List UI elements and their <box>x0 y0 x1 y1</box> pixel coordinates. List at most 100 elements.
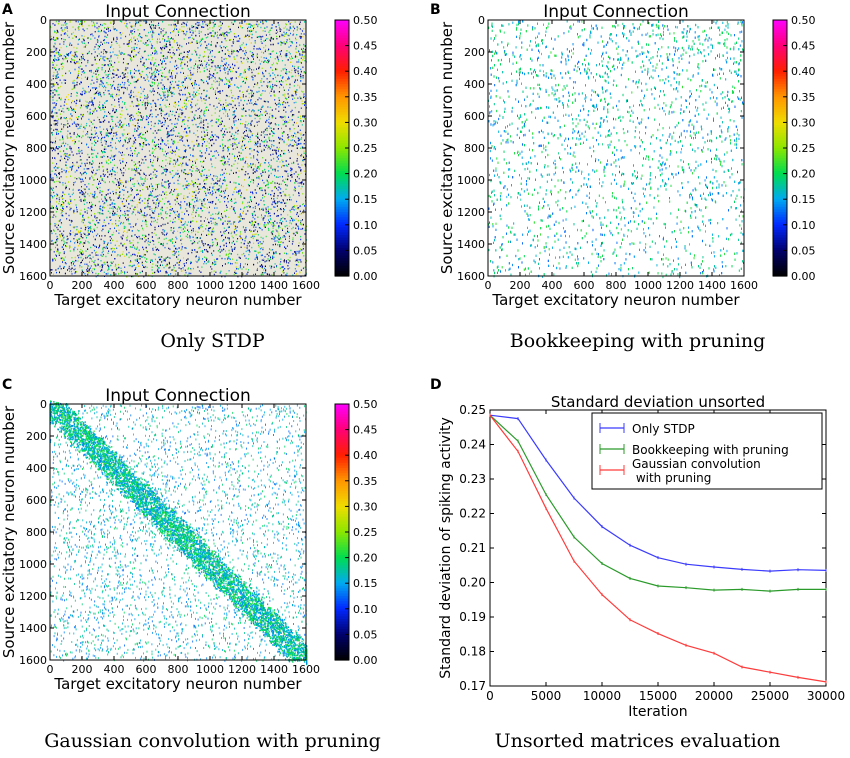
colorbar-tick-label: 0.30 <box>353 116 378 129</box>
colorbar-segment <box>335 130 349 134</box>
colorbar-segment <box>335 137 349 141</box>
colorbar-segment <box>335 616 349 620</box>
colorbar-segment <box>335 647 349 651</box>
colorbar-segment <box>335 419 349 423</box>
y-tick-label: 400 <box>26 462 47 475</box>
colorbar-tick-label: 0.25 <box>353 142 378 155</box>
colorbar-segment <box>335 104 349 108</box>
colorbar-segment <box>335 624 349 628</box>
heatmap-panel-a: Input Connection 0 200 400 600 800 1000 1200 140… <box>0 2 378 309</box>
colorbar-segment <box>773 258 787 262</box>
colorbar: 0.00 0.05 0.10 0.15 0.20 0.25 0.30 0.35 0.40 0.45… <box>334 398 378 667</box>
colorbar-segment <box>335 20 349 24</box>
colorbar-segment <box>335 578 349 582</box>
colorbar-tick-label: 0.05 <box>353 628 378 641</box>
colorbar-segment <box>335 252 349 257</box>
colorbar-segment <box>773 53 787 57</box>
colorbar-segment <box>335 514 349 518</box>
colorbar-segment <box>773 55 787 59</box>
colorbar-segment <box>335 165 349 170</box>
colorbar-segment <box>773 71 787 75</box>
colorbar-segment <box>773 119 787 123</box>
colorbar-segment <box>335 424 349 428</box>
x-axis-label: Target excitatory neuron number <box>491 291 740 309</box>
colorbar-segment <box>335 462 349 467</box>
colorbar-segment <box>335 191 349 195</box>
colorbar-segment <box>335 214 349 218</box>
colorbar-segment <box>335 544 349 548</box>
colorbar-segment <box>335 414 349 418</box>
colorbar-segment <box>335 642 349 646</box>
colorbar-segment <box>335 181 349 185</box>
colorbar: 0.00 0.05 0.10 0.15 0.20 0.25 0.30 0.35 0.40 0.45… <box>772 14 816 283</box>
colorbar-segment <box>335 48 349 52</box>
y-tick-label: 0.24 <box>459 438 486 452</box>
colorbar-segment <box>335 519 349 523</box>
x-tick-label: 400 <box>104 279 125 292</box>
y-tick-label: 0.19 <box>459 610 486 624</box>
colorbar-segment <box>773 273 787 277</box>
x-tick-label: 15000 <box>639 689 677 703</box>
colorbar-segment <box>335 140 349 144</box>
colorbar-segment <box>335 163 349 167</box>
colorbar-segment <box>335 242 349 246</box>
colorbar-segment <box>335 649 349 653</box>
colorbar-segment <box>335 524 349 528</box>
colorbar-segment <box>773 124 787 129</box>
colorbar-segment <box>773 217 787 221</box>
colorbar-tick-label: 0.00 <box>791 270 816 283</box>
heatmap-panel-c: Input Connection 0 200 400 600 800 1000 1200 140… <box>0 386 378 693</box>
colorbar-segment <box>335 135 349 139</box>
colorbar-segment <box>335 516 349 520</box>
colorbar-segment <box>773 186 787 190</box>
colorbar-segment <box>335 158 349 162</box>
colorbar-segment <box>773 232 787 236</box>
colorbar-segment <box>335 480 349 484</box>
y-tick-label: 600 <box>26 494 47 507</box>
colorbar-segment <box>335 552 349 556</box>
colorbar-segment <box>335 58 349 62</box>
y-tick-label: 0 <box>40 14 47 27</box>
x-tick-label: 600 <box>136 663 157 676</box>
y-tick-label: 400 <box>26 78 47 91</box>
colorbar-segment <box>335 66 349 70</box>
colorbar-tick-label: 0.00 <box>353 654 378 667</box>
colorbar-tick-label: 0.45 <box>353 424 378 437</box>
colorbar-segment <box>335 491 349 495</box>
y-tick-label: 1400 <box>19 238 47 251</box>
x-tick-label: 600 <box>574 279 595 292</box>
colorbar-segment <box>335 160 349 164</box>
colorbar-segment <box>335 455 349 459</box>
colorbar-segment <box>335 634 349 638</box>
line-panel-d: Standard deviation unsorted 0 5000 10000 150… <box>438 393 845 720</box>
colorbar-segment <box>335 532 349 536</box>
colorbar-tick-label: 0.10 <box>791 219 816 232</box>
colorbar-segment <box>773 114 787 118</box>
colorbar-segment <box>335 250 349 254</box>
colorbar-segment <box>335 473 349 477</box>
y-tick-label: 1000 <box>19 174 47 187</box>
y-tick-label: 0.25 <box>459 403 486 417</box>
colorbar-segment <box>335 601 349 605</box>
colorbar-segment <box>773 194 787 198</box>
colorbar-segment <box>335 176 349 180</box>
colorbar-segment <box>335 25 349 29</box>
x-tick-label: 0 <box>486 689 494 703</box>
x-tick-label: 5000 <box>531 689 562 703</box>
colorbar-tick-label: 0.50 <box>353 14 378 27</box>
colorbar-segment <box>335 150 349 154</box>
colorbar-segment <box>773 153 787 157</box>
colorbar-segment <box>335 485 349 490</box>
colorbar-segment <box>335 521 349 525</box>
x-axis-label: Target excitatory neuron number <box>53 291 302 309</box>
colorbar-segment <box>773 135 787 139</box>
colorbar-segment <box>335 32 349 36</box>
colorbar-segment <box>335 457 349 461</box>
colorbar-segment <box>335 652 349 656</box>
colorbar-segment <box>773 140 787 144</box>
colorbar-segment <box>773 109 787 113</box>
colorbar-segment <box>335 91 349 95</box>
colorbar-tick-label: 0.15 <box>353 193 378 206</box>
x-tick-label: 25000 <box>751 689 789 703</box>
colorbar-segment <box>335 450 349 454</box>
